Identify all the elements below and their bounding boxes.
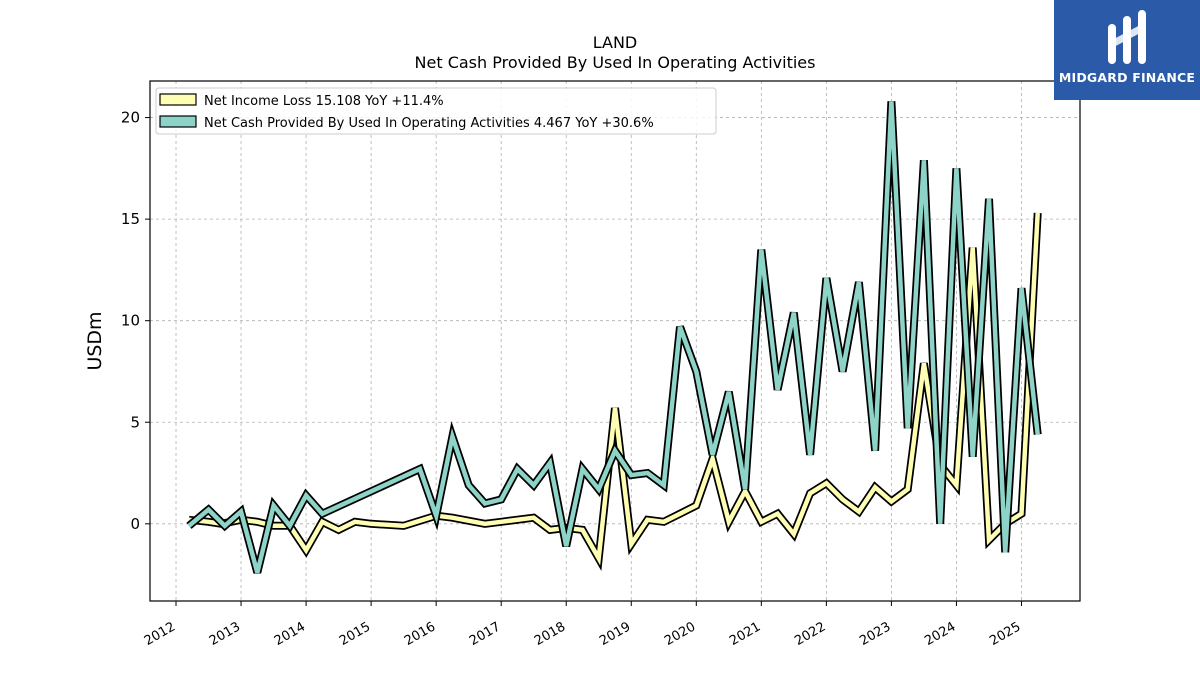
x-tick-label: 2017	[467, 619, 503, 649]
x-tick-label: 2021	[727, 619, 763, 649]
y-tick-label: 15	[121, 210, 140, 228]
x-tick-label: 2013	[207, 619, 243, 649]
chart-subtitle: Net Cash Provided By Used In Operating A…	[415, 53, 816, 72]
plot-frame	[149, 80, 1081, 602]
legend-box	[155, 87, 717, 135]
y-tick-label: 0	[130, 515, 140, 533]
x-tick-label: 2023	[857, 619, 893, 649]
legend-swatch-net-income	[159, 93, 197, 106]
chart-title: LAND	[593, 33, 638, 52]
brand-name: MIDGARD FINANCE	[1058, 70, 1196, 85]
x-tick-label: 2014	[272, 619, 308, 649]
midgard-logo-icon	[1108, 10, 1146, 64]
x-tick-label: 2012	[142, 619, 178, 649]
legend-swatch-net-cash	[159, 115, 197, 128]
x-tick-label: 2025	[987, 619, 1023, 649]
legend-label-net-income: Net Income Loss 15.108 YoY +11.4%	[204, 94, 444, 109]
x-tick-label: 2024	[922, 619, 958, 649]
y-tick-label: 5	[130, 413, 140, 431]
legend-label-net-cash: Net Cash Provided By Used In Operating A…	[204, 116, 654, 131]
y-tick-label: 20	[121, 109, 140, 127]
legend: Net Income Loss 15.108 YoY +11.4% Net Ca…	[155, 87, 717, 135]
x-tick-label: 2019	[597, 619, 633, 649]
series-layer	[186, 101, 1042, 574]
y-tick-label: 10	[121, 312, 140, 330]
series-net-income-line	[188, 212, 1040, 566]
brand-logo: MIDGARD FINANCE	[1054, 0, 1200, 100]
x-tick-label: 2022	[792, 619, 828, 649]
x-tick-label: 2020	[662, 619, 698, 649]
x-tick-label: 2016	[402, 619, 438, 649]
y-axis-label: USDm	[84, 311, 106, 370]
x-tick-label: 2015	[337, 619, 373, 649]
series-net-cash-line	[187, 101, 1040, 574]
x-tick-label: 2018	[532, 619, 568, 649]
